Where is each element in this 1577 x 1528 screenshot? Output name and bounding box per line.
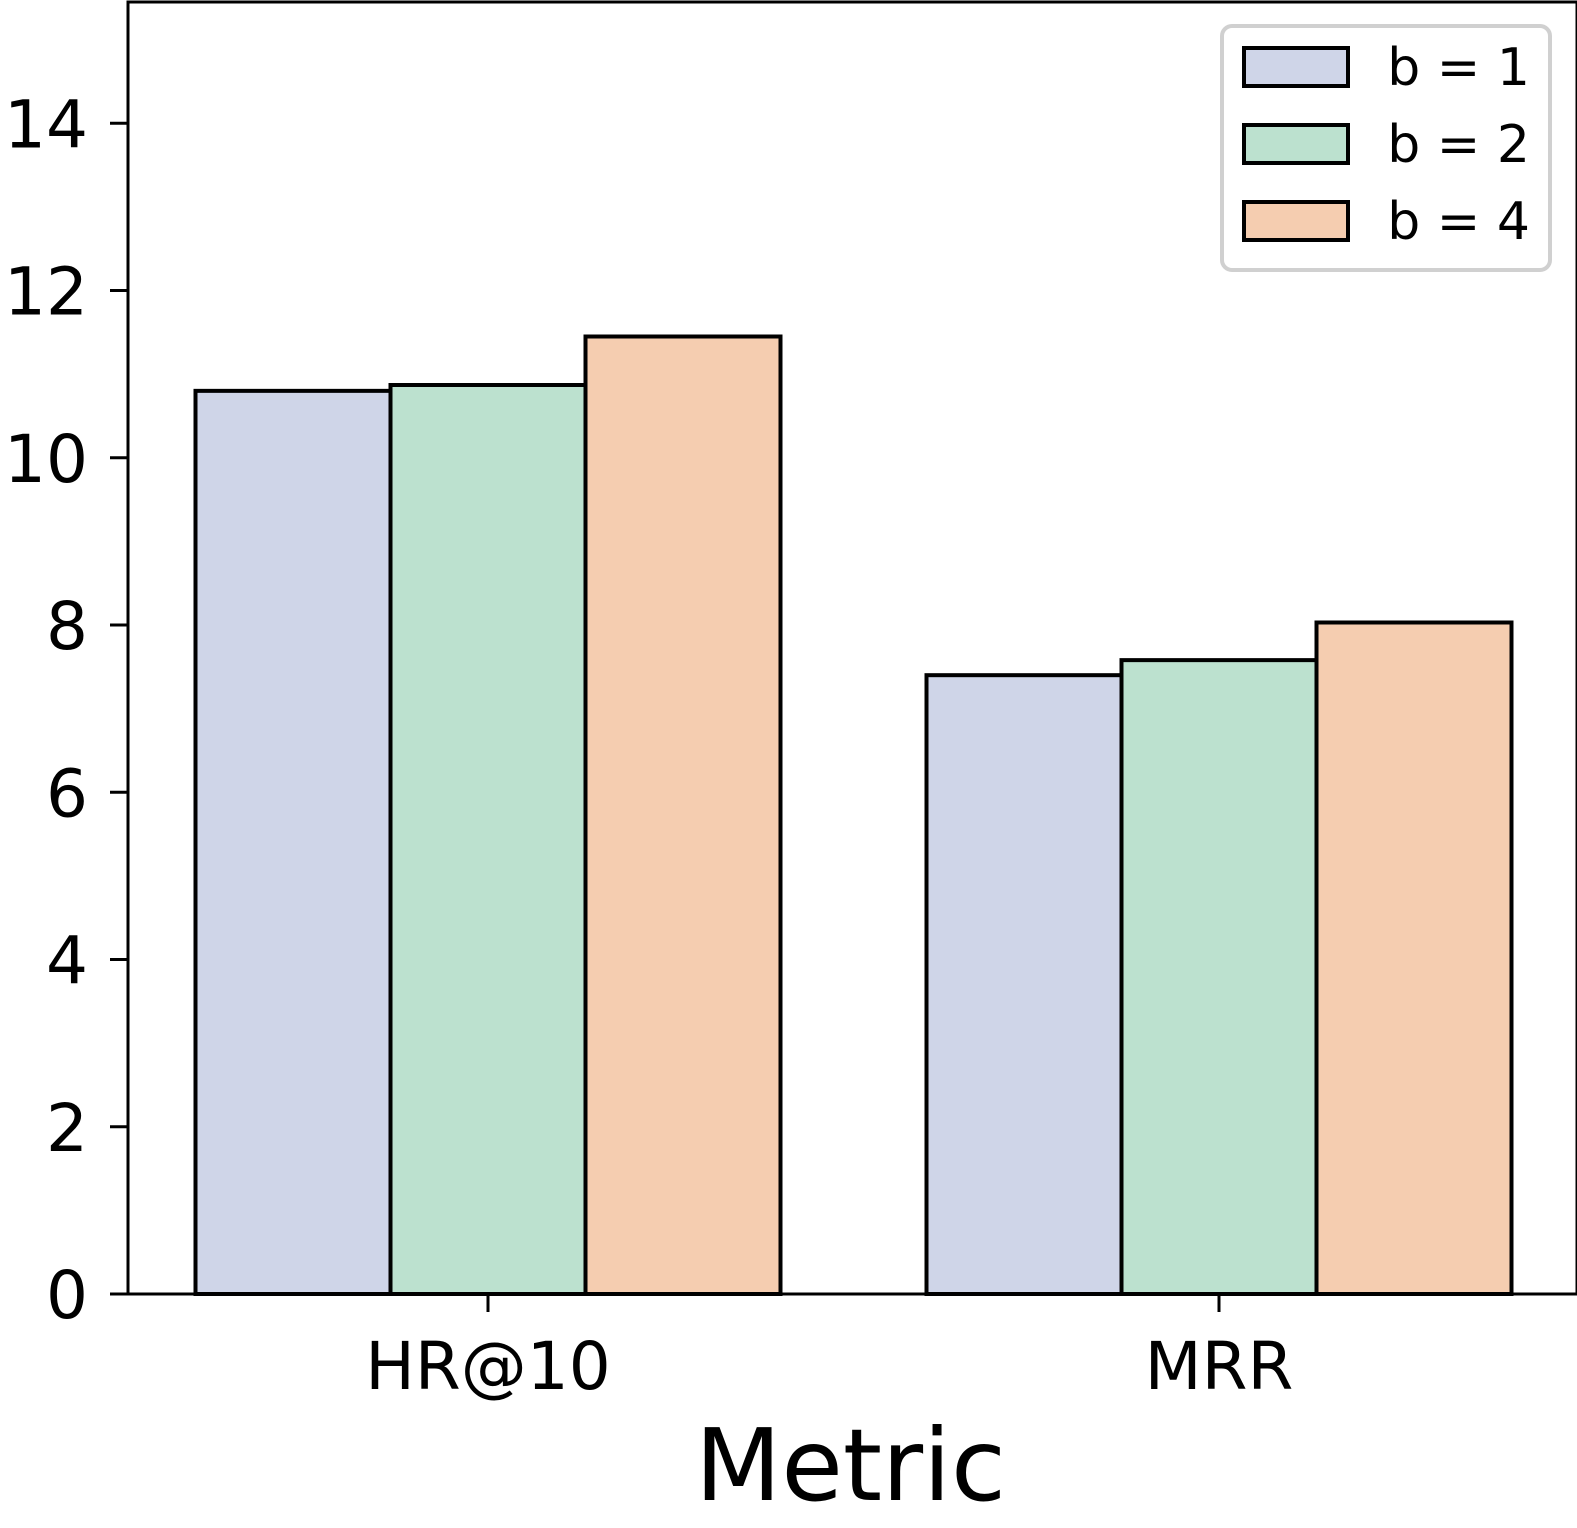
legend-swatch-1: [1242, 46, 1350, 88]
x-tick-label: HR@10: [365, 1328, 610, 1405]
y-tick-label: 12: [4, 254, 88, 331]
plot-frame: [126, 0, 1577, 1296]
y-tick-label: 0: [46, 1257, 88, 1334]
bar-mrr-series-3: [1314, 620, 1514, 1296]
y-tick-label: 4: [46, 923, 88, 1000]
x-tick-label: MRR: [1145, 1328, 1294, 1405]
legend-label-1: b = 1: [1387, 38, 1530, 98]
legend-label-3: b = 4: [1387, 192, 1530, 252]
bar-hr10-series-3: [583, 334, 783, 1297]
bars-group: [193, 334, 1514, 1297]
x-axis-title: Metric: [695, 1407, 1006, 1524]
y-tick-label: 2: [46, 1090, 88, 1167]
legend: b = 1 b = 2 b = 4: [1220, 24, 1552, 272]
bar-hr10-series-2: [388, 383, 588, 1296]
legend-label-2: b = 2: [1387, 115, 1530, 175]
bar-mrr-series-2: [1119, 658, 1319, 1296]
bar-mrr-series-1: [924, 673, 1124, 1296]
y-tick-label: 6: [46, 755, 88, 832]
axes-group: 0 2 4 6 8 10 12 14 HR@10 MRR: [4, 0, 1577, 1405]
y-tick-label: 8: [46, 588, 88, 665]
y-tick-label: 14: [4, 86, 88, 163]
y-tick-label: 10: [4, 421, 88, 498]
legend-swatch-3: [1242, 200, 1350, 242]
bar-hr10-series-1: [193, 388, 393, 1296]
legend-swatch-2: [1242, 123, 1350, 165]
